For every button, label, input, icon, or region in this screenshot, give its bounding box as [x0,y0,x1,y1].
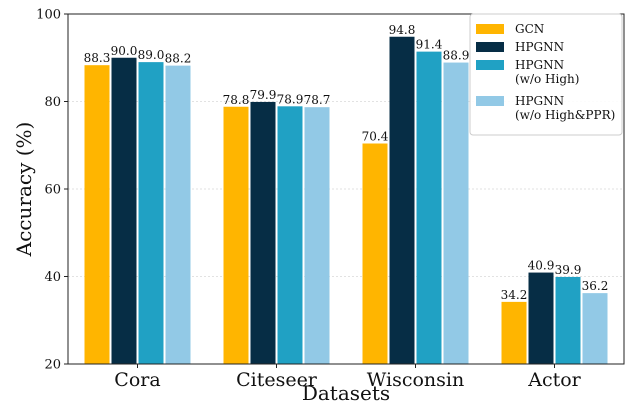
bar [582,293,608,364]
data-label: 89.0 [138,48,165,62]
bar [165,65,191,364]
legend-swatch [476,24,504,34]
x-tick-label: Citeseer [236,369,318,391]
bar [362,143,388,364]
y-axis: 20 40 60 80 100 [36,8,68,373]
data-label: 34.2 [501,288,528,302]
bar [443,62,469,364]
legend-label: HPGNN [515,94,564,108]
x-tick-label: Wisconsin [367,369,464,391]
legend-label: HPGNN [515,58,564,72]
bar [501,301,527,364]
y-axis-title: Accuracy (%) [12,122,36,258]
bar [389,36,415,364]
legend-label: (w/o High) [515,72,579,86]
bar [304,107,330,364]
data-label: 91.4 [416,38,443,52]
legend-swatch [476,60,504,70]
data-label: 40.9 [528,259,555,273]
bar [138,62,164,364]
data-label: 88.9 [443,49,470,63]
data-label: 79.9 [250,88,277,102]
y-tick-label: 80 [44,95,61,110]
data-label: 90.0 [111,44,138,58]
data-label: 36.2 [582,279,609,293]
legend-box [469,13,623,136]
bar [250,101,276,364]
data-labels: 88.390.0 89.0 88.2 78.8 79.9 78.9 78.7 70.4 94.8… [84,23,609,302]
bar [416,51,442,364]
data-label: 88.2 [165,52,192,66]
legend-label: GCN [515,22,544,36]
bar [528,272,554,364]
x-axis-title: Datasets [302,381,390,403]
x-tick-label: Actor [527,369,581,391]
y-tick-label: 40 [44,270,61,285]
bar [555,276,581,364]
data-label: 78.8 [223,93,250,107]
x-tick-label: Cora [114,369,160,391]
data-label: 70.4 [362,130,389,144]
data-label: 78.7 [304,93,331,107]
data-label: 88.3 [84,51,111,65]
data-label: 94.8 [389,23,416,37]
legend-swatch [476,96,504,106]
bars [84,36,608,364]
legend-label: (w/o High&PPR) [515,108,615,122]
bar [111,57,137,364]
data-label: 39.9 [555,263,582,277]
data-label: 78.9 [277,92,304,106]
bar [277,106,303,364]
bar [223,106,249,364]
bar [84,65,110,364]
y-tick-label: 60 [44,183,61,198]
y-tick-label: 20 [44,358,61,373]
x-axis: Cora Citeseer Wisconsin Actor [114,364,582,391]
y-tick-label: 100 [36,8,61,23]
legend-swatch [476,42,504,52]
legend-label: HPGNN [515,40,564,54]
